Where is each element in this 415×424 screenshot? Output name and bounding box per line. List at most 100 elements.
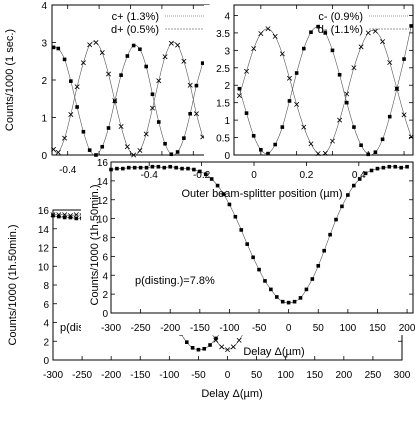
series-0-point [405, 164, 409, 169]
series-0-point [346, 193, 350, 197]
x-tick-label: -150 [190, 323, 210, 334]
series-0-point [174, 165, 178, 170]
cross-stroke [219, 344, 225, 350]
series-0-point [180, 166, 184, 171]
series-1-point [62, 212, 68, 218]
x-tick-label: 0 [286, 323, 292, 334]
series-0-point [365, 30, 371, 36]
cross-stroke [308, 141, 314, 147]
top-x-tick-label: 0 [251, 170, 257, 181]
series-1-point [366, 152, 371, 157]
cross-stroke [387, 60, 393, 66]
series-0-point [358, 44, 364, 50]
series-1-point [99, 50, 105, 56]
series-0-point [408, 134, 414, 140]
series-1-point [387, 114, 392, 119]
series-0-point [322, 150, 328, 156]
series-1-point [137, 148, 143, 153]
series-0-point [208, 343, 212, 347]
cross-stroke [315, 151, 321, 157]
series-0-point [251, 46, 257, 52]
cross-stroke [294, 101, 300, 107]
series-0-point [138, 165, 143, 170]
series-0-point [304, 287, 309, 292]
y-axis-label: Counts/1000 (1 sec.) [4, 29, 16, 131]
x-tick-label: 150 [369, 323, 386, 334]
cross-stroke [351, 65, 357, 71]
series-0-point [150, 92, 155, 97]
cross-stroke [50, 212, 56, 218]
cross-stroke [213, 337, 219, 343]
series-1-point [175, 42, 181, 48]
y-tick-label: 16 [97, 158, 109, 169]
series-0-point [156, 120, 161, 124]
series-0-point [351, 183, 356, 188]
series-1-point [287, 99, 292, 103]
series-0-point [194, 83, 199, 88]
series-0-point [188, 111, 192, 116]
x-tick-label: 100 [340, 323, 357, 334]
legend-label: c+ (1.3%) [112, 11, 159, 23]
series-1-point [344, 100, 349, 105]
series-0-point [175, 150, 180, 154]
series-0-point [106, 126, 111, 130]
cross-stroke [279, 51, 285, 57]
series-1-point [143, 131, 149, 137]
series-1-point [230, 344, 236, 350]
series-1-point [80, 60, 86, 66]
series-0-point [315, 151, 321, 157]
y-tick-label: 4 [224, 11, 230, 22]
cross-stroke [143, 131, 149, 137]
series-1-point [56, 212, 62, 218]
series-1-point [251, 134, 256, 138]
series-1-point [373, 150, 378, 155]
cross-stroke [301, 124, 307, 130]
y-axis-label: Counts/1000 (1h.50min.) [7, 224, 19, 345]
series-0-point [381, 165, 386, 170]
cross-stroke [322, 150, 328, 156]
y-tick-label: 3.5 [216, 29, 230, 40]
cross-stroke [329, 138, 335, 144]
x-tick-label: 200 [399, 323, 415, 334]
cross-stroke [193, 111, 199, 117]
series-1-point [402, 57, 406, 61]
series-0-point [203, 172, 208, 177]
series-1-point [236, 337, 242, 343]
series-0-point [269, 287, 273, 292]
series-0-point [196, 347, 201, 352]
series-0-point [322, 248, 326, 253]
cross-stroke [365, 30, 371, 36]
cross-stroke [408, 134, 414, 140]
cross-stroke [156, 78, 162, 84]
cross-stroke [99, 50, 105, 56]
series-1-point [67, 213, 73, 219]
series-0-point [221, 192, 226, 196]
series-1-point [73, 212, 79, 218]
cross-stroke [68, 112, 74, 117]
series-0-point [301, 124, 307, 130]
legend-label: d+ (0.5%) [111, 24, 159, 36]
series-0-point [399, 165, 403, 170]
series-0-point [69, 79, 73, 83]
series-1-point [330, 48, 335, 53]
series-0-point [286, 300, 291, 305]
x-tick-label: -50 [252, 323, 267, 334]
series-0-point [351, 65, 357, 71]
series-1-point [118, 124, 124, 129]
cross-stroke [244, 68, 250, 74]
top-x-tick-label: -0.4 [141, 170, 159, 181]
series-0-point [169, 152, 174, 157]
series-0-point [329, 138, 335, 144]
series-1-point [302, 46, 306, 51]
series-0-point [393, 164, 398, 169]
cross-stroke [230, 344, 236, 350]
y-tick-label: 2 [224, 81, 230, 92]
y-tick-label: 16 [38, 206, 50, 217]
series-0-point [51, 213, 55, 218]
series-0-point [74, 216, 79, 221]
series-0-point [56, 46, 61, 51]
y-tick-label: 3 [41, 39, 47, 50]
y-tick-label: 8 [102, 234, 108, 245]
